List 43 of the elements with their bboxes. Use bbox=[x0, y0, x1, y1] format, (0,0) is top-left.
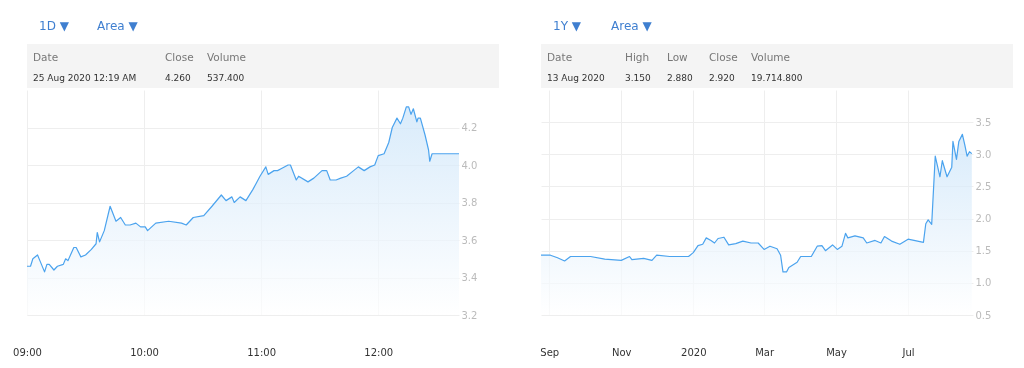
text: 1Y ▼ bbox=[553, 19, 582, 33]
text: Low bbox=[667, 51, 689, 63]
x-tick-label: Nov bbox=[612, 346, 632, 358]
y-tick-label: 2.0 bbox=[975, 213, 992, 225]
y-tick-label: 3.4 bbox=[461, 272, 478, 283]
x-tick-label: 11:00 bbox=[247, 346, 277, 358]
x-tick-label: Mar bbox=[755, 346, 775, 358]
text: Volume bbox=[751, 51, 791, 63]
x-tick-label: Jul bbox=[901, 346, 915, 358]
y-tick-label: 4.0 bbox=[461, 159, 478, 171]
text: High bbox=[625, 51, 650, 63]
x-tick-label: 12:00 bbox=[364, 346, 394, 358]
text: 13 Aug 2020 bbox=[547, 73, 605, 83]
text: 1D ▼ bbox=[39, 19, 70, 33]
text: 25 Aug 2020 12:19 AM bbox=[33, 73, 137, 83]
x-tick-label: 10:00 bbox=[130, 346, 159, 358]
text: 3.150 bbox=[625, 73, 652, 83]
text: 2.920 bbox=[709, 73, 736, 83]
x-tick-label: Sep bbox=[540, 346, 560, 358]
y-tick-label: 3.2 bbox=[461, 309, 478, 321]
text: Area ▼ bbox=[611, 19, 653, 33]
text: 4.260 bbox=[165, 73, 192, 83]
y-tick-label: 3.0 bbox=[975, 148, 992, 160]
text: 19.714.800 bbox=[751, 73, 803, 83]
y-tick-label: 3.5 bbox=[975, 116, 992, 128]
y-tick-label: 1.0 bbox=[975, 277, 992, 289]
text: 2.880 bbox=[667, 73, 694, 83]
y-tick-label: 3.8 bbox=[461, 197, 478, 208]
x-tick-label: 09:00 bbox=[13, 346, 42, 358]
x-tick-label: May bbox=[826, 346, 847, 358]
text: Close bbox=[709, 51, 738, 63]
y-tick-label: 4.2 bbox=[461, 122, 478, 133]
text: Area ▼ bbox=[97, 19, 139, 33]
x-tick-label: 2020 bbox=[681, 346, 707, 358]
text: Close bbox=[165, 51, 194, 63]
text: Date bbox=[33, 51, 59, 63]
text: Volume bbox=[207, 51, 247, 63]
text: Date bbox=[547, 51, 573, 63]
y-tick-label: 0.5 bbox=[975, 309, 992, 321]
y-tick-label: 3.6 bbox=[461, 234, 478, 246]
text: 537.400 bbox=[207, 73, 245, 83]
y-tick-label: 2.5 bbox=[975, 180, 992, 192]
y-tick-label: 1.5 bbox=[975, 245, 992, 257]
